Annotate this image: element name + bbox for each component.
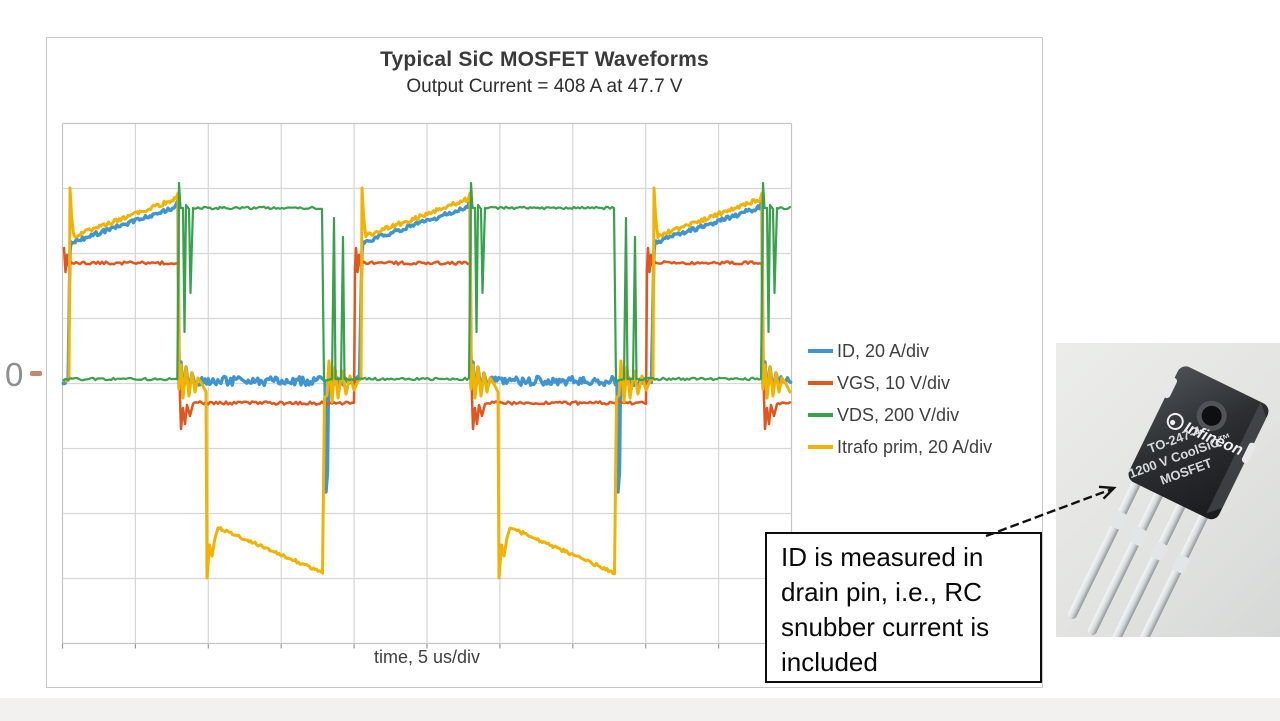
pin-2 xyxy=(1087,488,1164,636)
waveform-vgs xyxy=(62,246,792,431)
notch-right xyxy=(1241,442,1256,464)
pin-4-crimp xyxy=(1172,554,1190,574)
legend-label: VGS, 10 V/div xyxy=(837,372,951,393)
legend-item-vds: VDS, 200 V/div xyxy=(808,399,992,431)
legend-swatch xyxy=(808,445,833,449)
mosfet-package-photo: Infineon TO-247-4 1200 V CoolSiC™ MOSFET xyxy=(1056,343,1280,637)
y-axis-zero-label: 0 xyxy=(5,356,24,393)
legend-item-itrafo-prim: Itrafo prim, 20 A/div xyxy=(808,431,992,463)
pin-3-crimp xyxy=(1150,541,1168,561)
pin-1-crimp xyxy=(1109,510,1128,530)
legend-label: VDS, 200 V/div xyxy=(837,404,960,425)
chart-legend: ID, 20 A/div VGS, 10 V/div VDS, 200 V/div I… xyxy=(808,335,992,463)
notch-left xyxy=(1163,377,1178,399)
package-edge-highlight xyxy=(1206,401,1267,514)
legend-swatch xyxy=(808,381,833,385)
pin-4 xyxy=(1130,510,1209,637)
pin-2-crimp xyxy=(1129,526,1147,546)
legend-item-vgs: VGS, 10 V/div xyxy=(808,367,992,399)
legend-label: Itrafo prim, 20 A/div xyxy=(837,436,993,457)
x-axis-label: time, 5 us/div xyxy=(373,647,481,667)
pin-3 xyxy=(1108,499,1187,637)
annotation-callout: ID is measured in drain pin, i.e., RC sn… xyxy=(765,532,1042,683)
waveform-itrafo xyxy=(64,186,792,580)
bottom-strip xyxy=(0,698,1280,721)
chart-title-block: Typical SiC MOSFET Waveforms Output Curr… xyxy=(46,48,1043,98)
package-pins xyxy=(1068,477,1209,637)
legend-label: ID, 20 A/div xyxy=(837,340,930,361)
chart-subtitle: Output Current = 408 A at 47.7 V xyxy=(406,76,683,97)
infineon-logo-mark xyxy=(1166,412,1184,430)
infineon-logo-dot xyxy=(1170,419,1176,426)
y-axis-zero-tick xyxy=(30,371,42,376)
package-body-group: Infineon xyxy=(1068,366,1269,637)
mounting-hole xyxy=(1201,405,1222,426)
legend-swatch xyxy=(808,413,833,417)
waveform-vds xyxy=(62,181,792,383)
to247-package-graphic: Infineon TO-247-4 1200 V CoolSiC™ MOSFET xyxy=(1068,366,1269,637)
chart-title: Typical SiC MOSFET Waveforms xyxy=(380,48,709,71)
legend-swatch xyxy=(808,349,833,353)
legend-item-id: ID, 20 A/div xyxy=(808,335,992,367)
